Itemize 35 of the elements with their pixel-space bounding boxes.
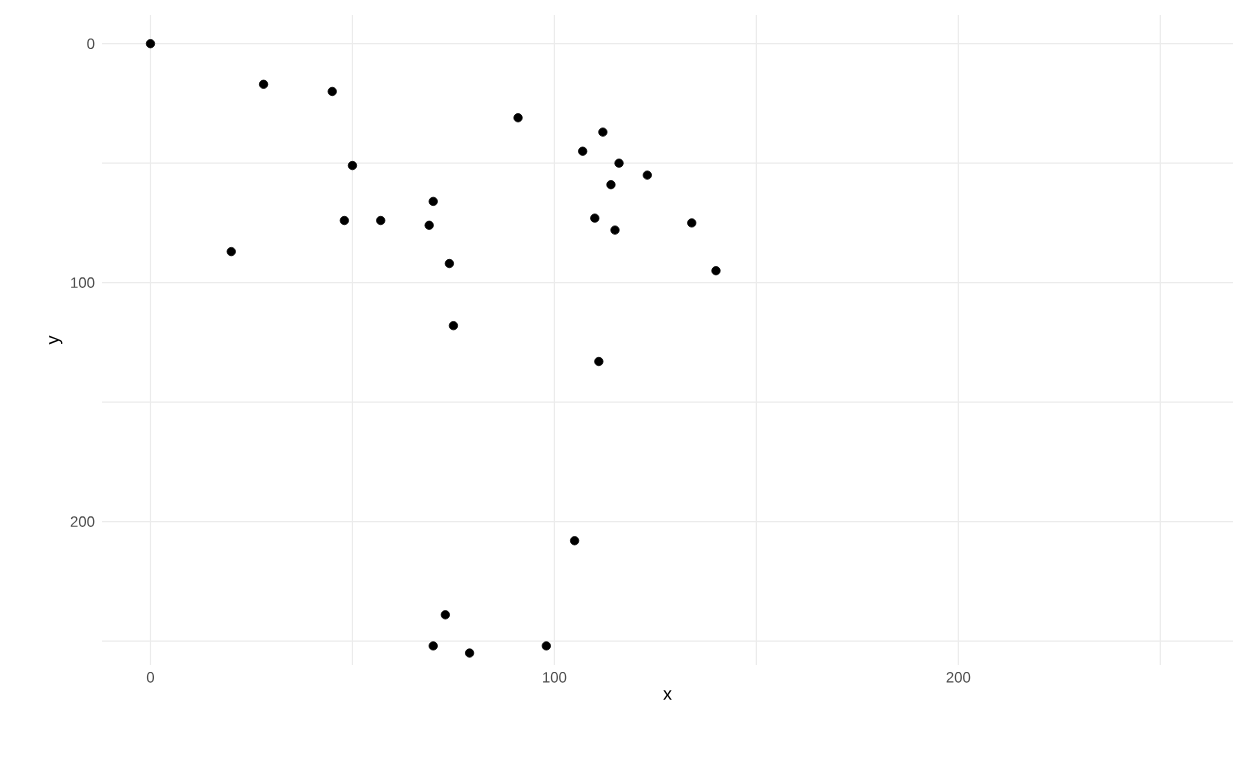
point	[614, 158, 624, 168]
point	[687, 218, 697, 228]
point	[541, 641, 551, 651]
point	[339, 215, 349, 226]
point	[570, 536, 580, 546]
point	[327, 86, 337, 97]
y-tick-label: 0	[87, 38, 95, 49]
point	[376, 215, 386, 226]
point	[428, 196, 438, 206]
y-axis-title: y	[49, 335, 63, 345]
point	[594, 356, 604, 367]
point	[711, 266, 721, 276]
point	[428, 641, 438, 651]
y-tick-label: 100	[71, 277, 95, 288]
point	[258, 79, 269, 89]
point	[610, 225, 620, 235]
point	[513, 113, 523, 123]
point	[578, 146, 588, 156]
point	[606, 180, 616, 190]
point	[424, 220, 434, 230]
x-axis-title: x	[663, 690, 672, 700]
point	[464, 648, 475, 658]
point	[642, 170, 652, 180]
x-tick-label: 100	[543, 672, 567, 683]
point	[226, 246, 236, 257]
point	[347, 160, 358, 171]
x-tick-label: 0	[146, 672, 155, 683]
point	[440, 610, 450, 620]
y-tick-label: 200	[70, 516, 95, 527]
point	[145, 39, 156, 49]
point	[444, 258, 454, 269]
point	[598, 127, 608, 137]
point	[590, 213, 600, 223]
point	[448, 321, 459, 331]
x-tick-label: 200	[946, 672, 971, 683]
